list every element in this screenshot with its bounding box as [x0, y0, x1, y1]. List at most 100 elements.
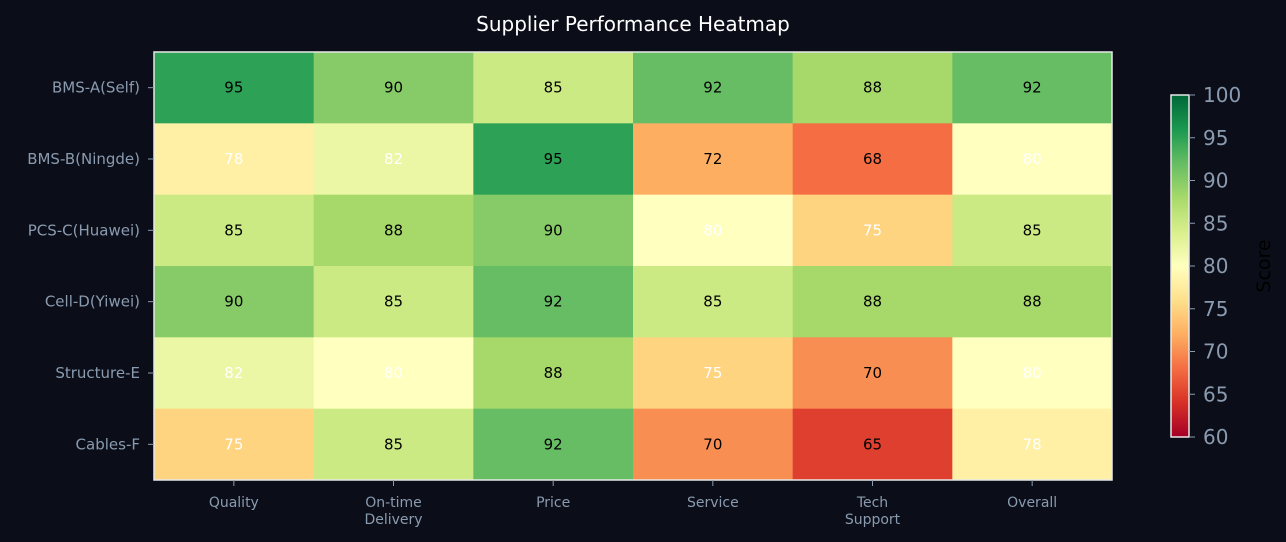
cell-rect — [313, 266, 474, 338]
cell-value: 85 — [703, 293, 722, 311]
heatmap-cell: 78 — [154, 123, 315, 196]
column-label: Price — [536, 495, 570, 511]
cell-value: 92 — [703, 79, 722, 97]
heatmap-cell: 80 — [952, 123, 1113, 196]
cell-rect — [473, 266, 634, 338]
heatmap-cell: 78 — [952, 408, 1113, 481]
cell-rect — [952, 337, 1113, 410]
colorbar-tick-label: 95 — [1203, 126, 1228, 150]
heatmap-cell: 85 — [633, 266, 794, 338]
cell-rect — [313, 408, 474, 481]
cell-rect — [633, 194, 794, 267]
cell-value: 68 — [863, 150, 882, 168]
cell-value: 88 — [544, 364, 563, 382]
column-label: Overall — [1007, 495, 1057, 511]
cell-rect — [154, 266, 315, 338]
column-labels: Quality On-time Delivery Price Service Tech Su… — [209, 480, 1057, 528]
colorbar-label: Score — [1253, 239, 1275, 292]
heatmap-cell: 80 — [952, 337, 1113, 410]
row-label: Cell-D(Yiwei) — [45, 293, 140, 311]
heatmap-cell: 85 — [313, 408, 474, 481]
row-label: BMS-B(Ningde) — [27, 150, 140, 168]
cell-rect — [792, 194, 953, 267]
cell-rect — [313, 52, 474, 124]
cell-value: 85 — [544, 79, 563, 97]
cell-rect — [154, 408, 315, 481]
column-label: Tech Support — [845, 495, 901, 528]
cell-value: 78 — [224, 150, 243, 168]
cell-rect — [313, 194, 474, 267]
heatmap-cells: 95 90 85 92 88 92 78 82 95 72 68 80 85 88 90 80 75 85 90 85… — [153, 51, 1113, 481]
cell-value: 75 — [224, 435, 243, 453]
column-label: On-time Delivery — [364, 495, 422, 528]
heatmap-cell: 85 — [313, 266, 474, 338]
cell-value: 95 — [224, 79, 243, 97]
cell-rect — [952, 266, 1113, 338]
cell-value: 90 — [544, 221, 563, 239]
cell-rect — [792, 123, 953, 196]
heatmap-cell: 90 — [154, 266, 315, 338]
heatmap-cell: 92 — [473, 408, 634, 481]
cell-value: 88 — [384, 221, 403, 239]
heatmap-cell: 92 — [633, 52, 794, 124]
cell-value: 80 — [1023, 150, 1042, 168]
cell-rect — [633, 52, 794, 124]
cell-rect — [473, 194, 634, 267]
colorbar-tick-label: 60 — [1203, 425, 1228, 449]
cell-rect — [952, 123, 1113, 196]
cell-value: 85 — [224, 221, 243, 239]
heatmap-cell: 95 — [154, 52, 315, 124]
colorbar-gradient — [1170, 94, 1190, 438]
heatmap-cell: 82 — [313, 123, 474, 196]
cell-rect — [952, 194, 1113, 267]
colorbar-tick-label: 80 — [1203, 254, 1228, 278]
heatmap-cell: 75 — [792, 194, 953, 267]
cell-rect — [154, 123, 315, 196]
heatmap-cell: 95 — [473, 123, 634, 196]
column-label: Service — [687, 495, 739, 511]
cell-value: 85 — [1023, 221, 1042, 239]
cell-value: 92 — [544, 435, 563, 453]
heatmap-cell: 92 — [952, 52, 1113, 124]
colorbar-tick-label: 85 — [1203, 211, 1228, 235]
heatmap-cell: 85 — [154, 194, 315, 267]
row-label: BMS-A(Self) — [52, 79, 140, 97]
cell-rect — [633, 337, 794, 410]
heatmap-cell: 90 — [473, 194, 634, 267]
colorbar-tick-label: 75 — [1203, 297, 1228, 321]
heatmap-cell: 65 — [792, 408, 953, 481]
cell-value: 65 — [863, 435, 882, 453]
cell-value: 92 — [1023, 79, 1042, 97]
heatmap-cell: 88 — [792, 266, 953, 338]
heatmap-cell: 85 — [473, 52, 634, 124]
heatmap-cell: 75 — [154, 408, 315, 481]
cell-rect — [792, 408, 953, 481]
cell-value: 88 — [863, 79, 882, 97]
heatmap-cell: 80 — [633, 194, 794, 267]
cell-value: 75 — [863, 221, 882, 239]
row-label: PCS-C(Huawei) — [28, 221, 140, 239]
cell-value: 78 — [1023, 435, 1042, 453]
heatmap-cell: 70 — [792, 337, 953, 410]
cell-value: 82 — [384, 150, 403, 168]
colorbar-tick-label: 65 — [1203, 382, 1228, 406]
cell-rect — [154, 337, 315, 410]
heatmap-cell: 72 — [633, 123, 794, 196]
cell-value: 80 — [384, 364, 403, 382]
heatmap-cell: 75 — [633, 337, 794, 410]
heatmap-cell: 88 — [792, 52, 953, 124]
cell-rect — [633, 123, 794, 196]
colorbar-tick-label: 100 — [1203, 83, 1241, 107]
cell-rect — [952, 408, 1113, 481]
cell-value: 95 — [544, 150, 563, 168]
heatmap-cell: 82 — [154, 337, 315, 410]
cell-rect — [473, 408, 634, 481]
cell-rect — [313, 337, 474, 410]
cell-rect — [633, 408, 794, 481]
cell-rect — [313, 123, 474, 196]
cell-rect — [792, 337, 953, 410]
cell-value: 90 — [224, 293, 243, 311]
cell-value: 75 — [703, 364, 722, 382]
cell-rect — [154, 194, 315, 267]
